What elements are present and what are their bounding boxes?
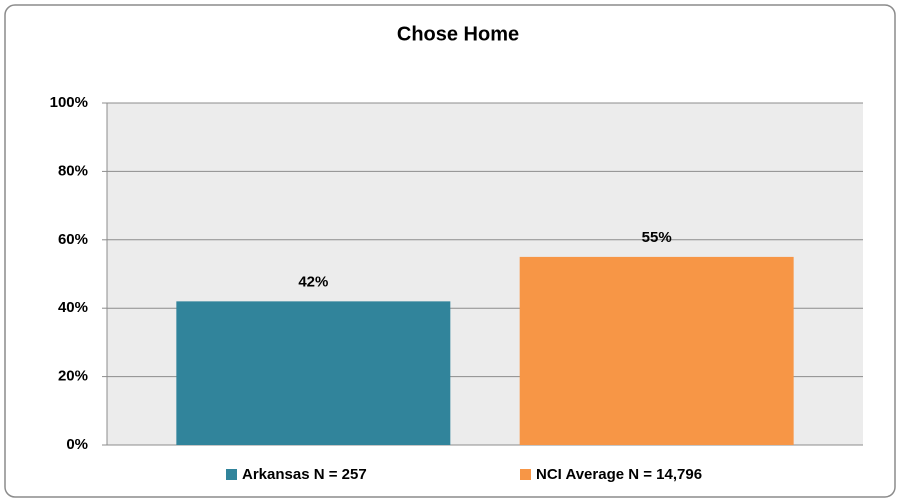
y-tick-label: 20%: [58, 368, 88, 385]
y-tick-label: 60%: [58, 231, 88, 248]
bar: [519, 256, 794, 445]
y-tick-label: 100%: [50, 94, 88, 111]
legend-label: NCI Average N = 14,796: [536, 466, 702, 483]
legend-swatch: [226, 469, 237, 480]
y-tick-label: 40%: [58, 299, 88, 316]
data-label: 55%: [642, 229, 672, 246]
y-tick-label: 80%: [58, 162, 88, 179]
y-tick-label: 0%: [66, 436, 88, 453]
legend-label: Arkansas N = 257: [242, 466, 367, 483]
bar: [176, 301, 451, 445]
legend-swatch: [520, 469, 531, 480]
data-label: 42%: [298, 273, 328, 290]
chart-title: Chose Home: [397, 23, 519, 45]
